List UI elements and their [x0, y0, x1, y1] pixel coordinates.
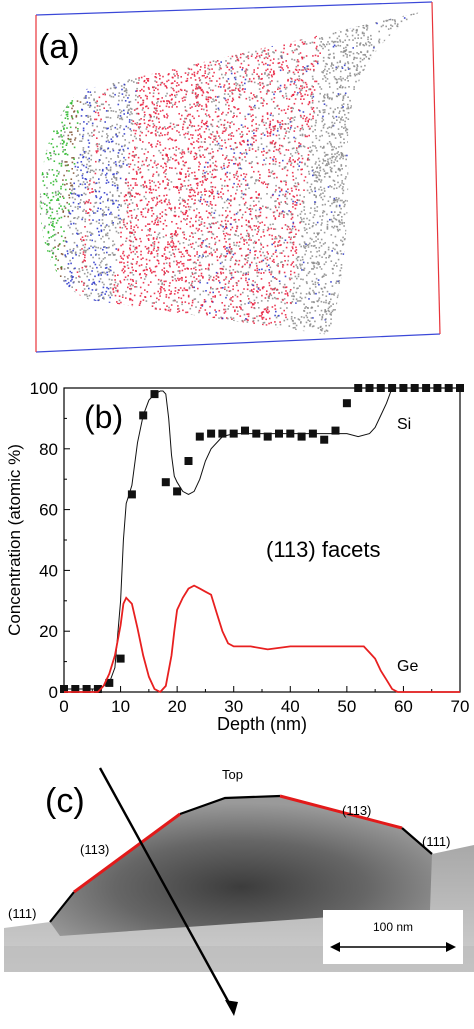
data-point-si — [185, 457, 193, 465]
panel-b-label: (b) — [84, 399, 123, 435]
data-point-si — [298, 433, 306, 441]
data-point-si — [320, 436, 328, 444]
data-point-si — [445, 384, 453, 392]
panel-c-tem-image: (c) Top (113) (113) (111) (111) 100 nm — [0, 750, 474, 1024]
data-point-si — [422, 384, 430, 392]
facets-annotation: (113) facets — [266, 537, 381, 562]
data-point-si — [162, 478, 170, 486]
series-label-si: Si — [397, 416, 411, 433]
y-tick-label: 20 — [39, 622, 58, 641]
x-tick-label: 10 — [111, 697, 130, 716]
x-tick-label: 60 — [394, 697, 413, 716]
data-point-si — [128, 490, 136, 498]
data-point-si — [117, 655, 125, 663]
reconstruction-point-cloud — [38, 10, 431, 342]
data-point-si — [399, 384, 407, 392]
data-point-si — [252, 430, 260, 438]
data-point-si — [332, 427, 340, 435]
facet-111-right-label: (111) — [422, 834, 450, 849]
data-point-si — [241, 427, 249, 435]
box-edge-bottom — [36, 334, 440, 352]
data-point-si — [286, 430, 294, 438]
data-point-si — [196, 433, 204, 441]
y-axis-label: Concentration (atomic %) — [5, 444, 24, 636]
facet-113-right-label: (113) — [342, 803, 371, 818]
data-point-si — [309, 430, 317, 438]
x-axis-label: Depth (nm) — [217, 714, 307, 734]
y-tick-label: 40 — [39, 561, 58, 580]
data-point-si — [343, 399, 351, 407]
scale-bar-box — [323, 910, 463, 964]
data-point-si — [411, 384, 419, 392]
y-tick-label: 80 — [39, 440, 58, 459]
x-tick-label: 50 — [337, 697, 356, 716]
data-point-si — [139, 411, 147, 419]
x-tick-label: 20 — [168, 697, 187, 716]
data-point-si — [354, 384, 362, 392]
x-tick-label: 0 — [59, 697, 68, 716]
panel-c-label: (c) — [45, 782, 85, 820]
data-point-si — [218, 430, 226, 438]
data-point-si — [230, 430, 238, 438]
data-point-si — [388, 384, 396, 392]
box-edge-right — [432, 2, 440, 334]
data-point-si — [366, 384, 374, 392]
atom-probe-image: (a) — [0, 0, 474, 360]
y-tick-label: 0 — [49, 683, 58, 702]
y-tick-label: 100 — [30, 379, 58, 398]
data-point-si — [264, 433, 272, 441]
facet-113-left-label: (113) — [80, 842, 109, 857]
data-point-si — [275, 430, 283, 438]
data-point-si — [456, 384, 464, 392]
top-facet-label: Top — [222, 767, 243, 782]
panel-a-label: (a) — [38, 28, 80, 66]
panel-a-atom-probe-reconstruction: (a) — [0, 0, 474, 360]
scale-bar-label: 100 nm — [373, 920, 413, 934]
data-point-si — [377, 384, 385, 392]
tem-micrograph: (c) Top (113) (113) (111) (111) 100 nm — [0, 750, 474, 1024]
data-point-si — [433, 384, 441, 392]
facet-111-left-label: (111) — [8, 906, 36, 921]
box-edge-top — [36, 2, 432, 15]
data-point-si — [151, 390, 159, 398]
series-label-ge: Ge — [397, 658, 418, 675]
data-point-si — [207, 430, 215, 438]
y-tick-label: 60 — [39, 501, 58, 520]
data-point-si — [173, 487, 181, 495]
x-tick-label: 70 — [451, 697, 470, 716]
